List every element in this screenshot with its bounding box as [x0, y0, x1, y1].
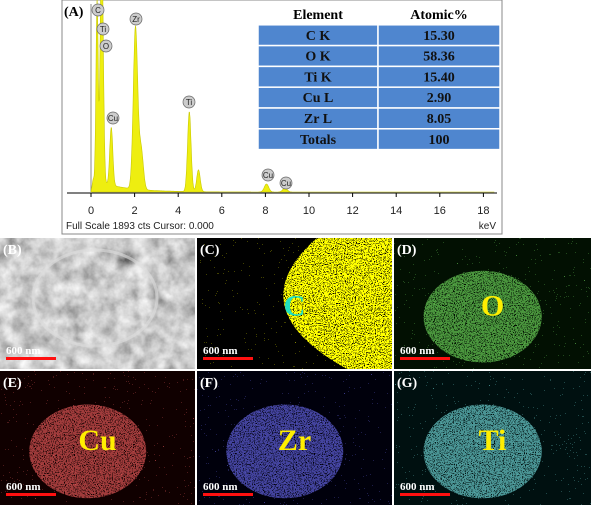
x-tick-label: 16: [434, 205, 446, 217]
element-label: C: [284, 290, 306, 323]
table-text: 58.36: [423, 50, 455, 65]
x-tick-label: 6: [219, 205, 225, 217]
scale-bar: [203, 493, 253, 496]
table-text: 15.40: [423, 70, 455, 85]
table-text: Cu L: [303, 91, 334, 106]
spectrum-curve: [90, 0, 495, 193]
table-header: Atomic%: [410, 8, 468, 23]
table-text: C K: [306, 29, 331, 44]
peak-label: Ti: [100, 25, 107, 34]
element-label: Zr: [278, 424, 311, 457]
map-dense: [423, 404, 542, 499]
map-dense: [29, 404, 147, 499]
peak-label: Ti: [186, 98, 193, 107]
table-text: 15.30: [423, 29, 455, 44]
peak-label: C: [95, 6, 101, 15]
panel-label: (G): [397, 376, 418, 391]
table-text: Zr L: [304, 112, 332, 127]
x-tick-label: 18: [477, 205, 489, 217]
panel-label: (E): [3, 376, 22, 391]
panel-label: (C): [200, 243, 220, 258]
element-label: Cu: [78, 424, 116, 457]
table-text: 100: [429, 133, 450, 148]
x-tick-label: 4: [175, 205, 181, 217]
panel-label: (D): [397, 243, 417, 258]
scale-label: 600 nm: [400, 345, 435, 357]
table-text: Ti K: [304, 70, 331, 85]
table-cell: [377, 128, 501, 151]
peak-marker: [279, 176, 293, 190]
peak-label: Zr: [132, 15, 140, 24]
axis-unit: keV: [479, 221, 497, 232]
element-label: O: [481, 290, 504, 323]
peak-marker: [106, 111, 120, 125]
peak-label: Cu: [281, 179, 291, 188]
element-label: Ti: [479, 424, 507, 457]
scale-label: 600 nm: [6, 345, 41, 357]
scale-bar: [400, 493, 450, 496]
peak-marker: [129, 12, 143, 26]
panel-label: (B): [3, 243, 22, 258]
scale-bar: [400, 357, 450, 360]
scale-bar: [203, 357, 253, 360]
x-tick-label: 0: [88, 205, 94, 217]
scale-bar: [6, 357, 56, 360]
peak-marker: [91, 3, 105, 17]
map-dense: [226, 404, 344, 499]
x-tick-label: 2: [132, 205, 138, 217]
scale-label: 600 nm: [203, 481, 238, 493]
peak-label: Cu: [108, 114, 118, 123]
table-text: 2.90: [427, 91, 452, 106]
x-tick-label: 14: [390, 205, 402, 217]
scale-label: 600 nm: [6, 481, 41, 493]
scale-label: 600 nm: [203, 345, 238, 357]
panel-label: (F): [200, 376, 218, 391]
scale-bar: [6, 493, 56, 496]
peak-marker: [261, 168, 275, 182]
peak-label: O: [103, 42, 109, 51]
peak-marker: [182, 95, 196, 109]
panel-label: (A): [64, 5, 84, 20]
table-text: Totals: [300, 133, 337, 148]
x-tick-label: 8: [262, 205, 268, 217]
spectrum-status: Full Scale 1893 cts Cursor: 0.000: [66, 221, 214, 232]
scale-label: 600 nm: [400, 481, 435, 493]
peak-marker: [96, 22, 110, 36]
table-text: 8.05: [427, 112, 452, 127]
x-tick-label: 12: [346, 205, 358, 217]
map-dense: [423, 270, 542, 363]
peak-marker: [99, 39, 113, 53]
x-tick-label: 10: [303, 205, 315, 217]
peak-label: Cu: [263, 171, 273, 180]
table-header: Element: [293, 8, 343, 23]
particle: [31, 248, 159, 348]
table-text: O K: [305, 50, 330, 65]
